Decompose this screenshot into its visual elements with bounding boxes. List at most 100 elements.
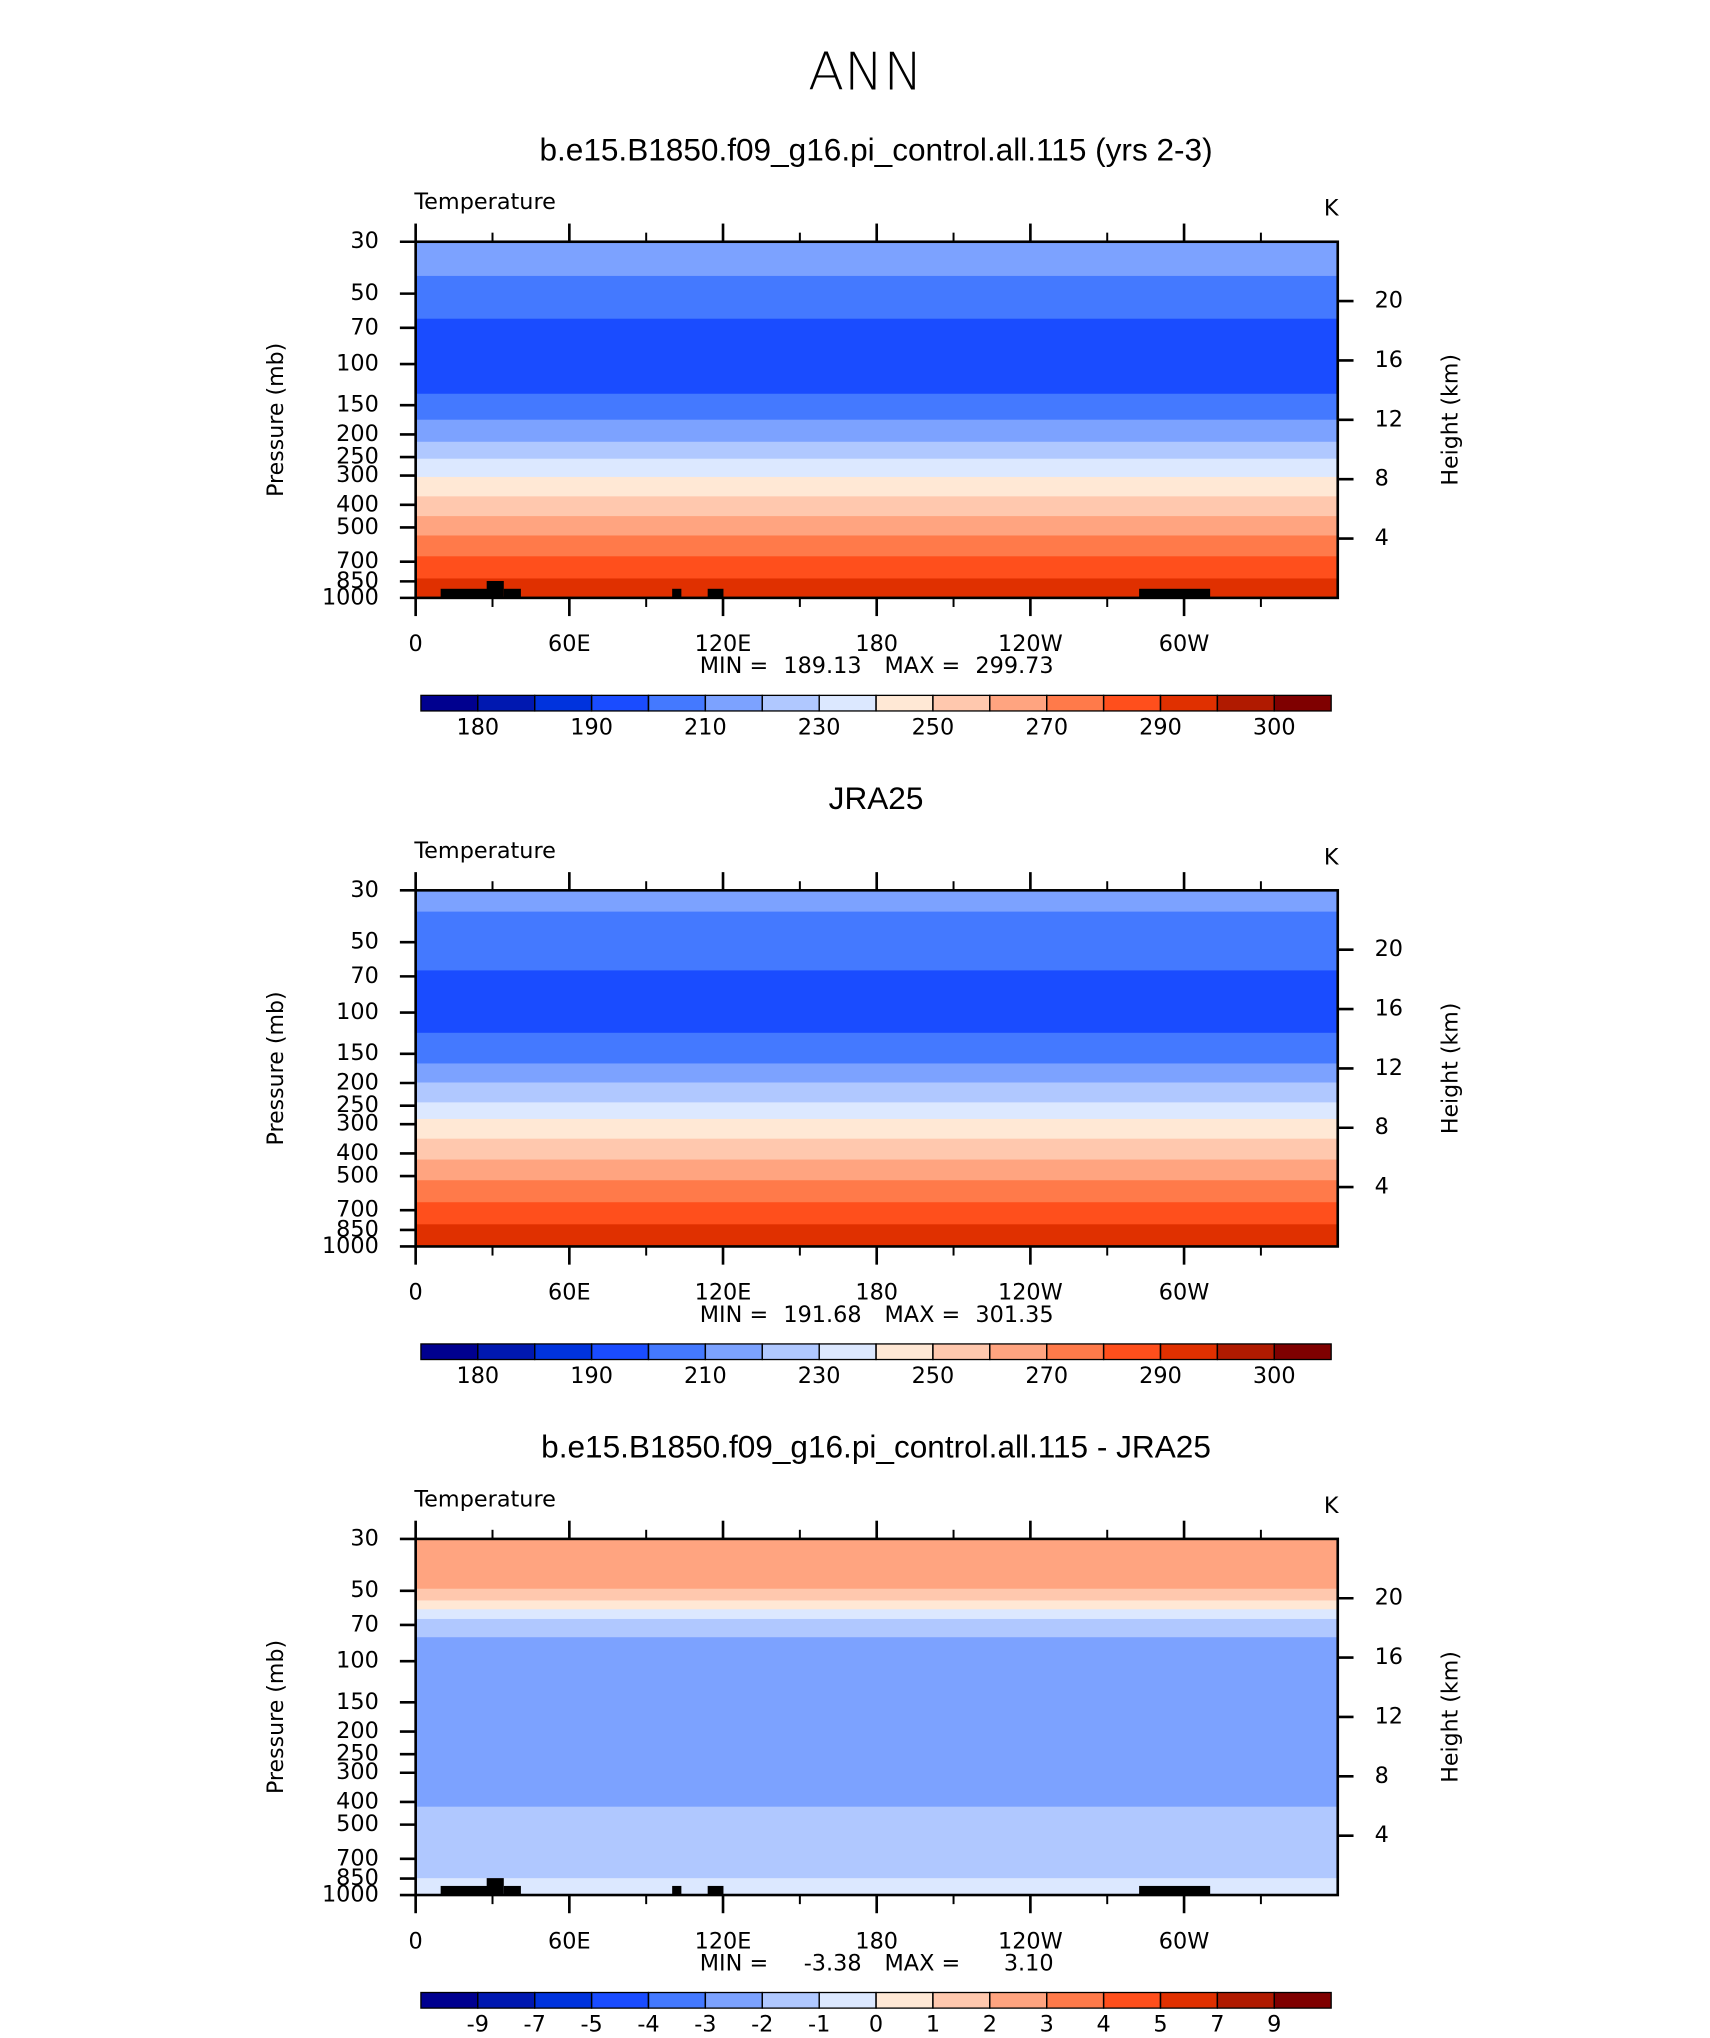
- y-tick-label: 30: [350, 877, 378, 903]
- colorbar-box: [875, 694, 934, 712]
- colorbar-label: -9: [467, 2012, 489, 2038]
- colorbar-box: [590, 1343, 650, 1361]
- land-mask: [1139, 1885, 1211, 1896]
- contour-band: [415, 1538, 1338, 1590]
- min-text: MIN =: [700, 1302, 768, 1328]
- x-tick-label: 60W: [1159, 631, 1210, 657]
- colorbar-box: [1102, 1343, 1162, 1361]
- colorbar-box: [818, 1343, 877, 1361]
- colorbar-box: [1102, 694, 1162, 712]
- y2-tick-label: 16: [1375, 1644, 1403, 1670]
- y-tick-label: 200: [336, 421, 379, 447]
- colorbar-box: [1159, 1343, 1219, 1361]
- colorbar-label: 1: [926, 2012, 940, 2038]
- y-tick-label: 700: [336, 1845, 379, 1871]
- colorbar-box: [590, 694, 650, 712]
- panel-title: JRA25: [829, 781, 924, 816]
- x-tick-label: 0: [409, 1280, 423, 1306]
- colorbar-label: -7: [524, 2012, 546, 2038]
- colorbar-box: [534, 1991, 593, 2009]
- colorbar-label: -4: [637, 2012, 659, 2038]
- contour-band: [415, 516, 1338, 537]
- y2-tick-label: 4: [1375, 1822, 1389, 1848]
- panel-title: b.e15.B1850.f09_g16.pi_control.all.115 (…: [539, 132, 1212, 167]
- contour-band: [415, 1224, 1338, 1248]
- y-tick-label: 100: [336, 351, 379, 377]
- colorbar-label: 5: [1153, 2012, 1167, 2038]
- colorbar-box: [818, 1991, 877, 2009]
- colorbar-box: [932, 1343, 991, 1361]
- contour-band: [415, 1618, 1338, 1638]
- colorbar-label: 300: [1253, 714, 1296, 740]
- contour-band: [415, 1588, 1338, 1602]
- colorbar-label: 180: [456, 714, 499, 740]
- y-tick-label: 30: [350, 228, 378, 254]
- y-tick-label: 400: [336, 491, 379, 517]
- land-mask: [503, 588, 521, 598]
- y-tick-label: 50: [350, 1577, 378, 1603]
- colorbar-label: 250: [912, 1363, 955, 1389]
- colorbar-label: 190: [570, 714, 613, 740]
- subtitle: Temperature: [413, 1486, 556, 1512]
- colorbar-label: 180: [456, 1363, 499, 1389]
- max-text: MAX =: [885, 1302, 961, 1328]
- contour-band: [415, 1118, 1338, 1140]
- y2-tick-label: 20: [1375, 288, 1403, 314]
- land-mask: [503, 1885, 521, 1896]
- x-tick-label: 0: [409, 1928, 423, 1954]
- land-mask: [707, 588, 724, 598]
- colorbar-box: [1216, 1343, 1275, 1361]
- y-tick-label: 300: [336, 1111, 379, 1137]
- contour-band: [415, 578, 1338, 599]
- colorbar-box: [534, 694, 593, 712]
- colorbar-box: [1216, 694, 1275, 712]
- y-tick-label: 70: [350, 314, 378, 340]
- y-tick-label: 50: [350, 280, 378, 306]
- min-value: -3.38: [804, 1950, 862, 1976]
- y-tick-label: 400: [336, 1140, 379, 1166]
- max-value: 3.10: [1004, 1950, 1054, 1976]
- y-tick-label: 850: [336, 1865, 379, 1891]
- colorbar-label: -5: [580, 2012, 602, 2038]
- colorbar-box: [875, 1343, 934, 1361]
- figure-title: ANN: [808, 42, 923, 103]
- min-value: 189.13: [783, 653, 861, 679]
- colorbar-label: 300: [1253, 1363, 1296, 1389]
- colorbar-box: [989, 694, 1048, 712]
- y-tick-label: 700: [336, 1197, 379, 1223]
- colorbar-box: [420, 1343, 479, 1361]
- y-tick-label: 70: [350, 1612, 378, 1638]
- contour-band: [415, 535, 1338, 557]
- x-tick-label: 120W: [998, 1928, 1063, 1954]
- land-mask: [1139, 588, 1211, 598]
- subtitle: Temperature: [413, 838, 556, 864]
- max-value: 301.35: [975, 1302, 1053, 1328]
- x-tick-label: 120E: [695, 631, 752, 657]
- contour-band: [415, 911, 1338, 972]
- colorbar-box: [420, 1991, 479, 2009]
- colorbar-box: [1159, 694, 1219, 712]
- y-tick-label: 300: [336, 1759, 379, 1785]
- colorbar-box: [1273, 694, 1332, 712]
- colorbar-box: [647, 694, 707, 712]
- colorbar-box: [1216, 1991, 1275, 2009]
- contour-band: [415, 1609, 1338, 1620]
- y2-tick-label: 20: [1375, 936, 1403, 962]
- colorbar-box: [704, 1991, 763, 2009]
- x-tick-label: 120E: [695, 1928, 752, 1954]
- colorbar-label: 0: [869, 2012, 883, 2038]
- y-tick-label: 70: [350, 963, 378, 989]
- min-text: MIN =: [700, 1950, 768, 1976]
- land-mask: [672, 588, 682, 598]
- y2-tick-label: 4: [1375, 525, 1389, 551]
- colorbar-label: 210: [684, 714, 727, 740]
- colorbar-box: [534, 1343, 593, 1361]
- colorbar-label: 270: [1025, 714, 1068, 740]
- colorbar-box: [761, 1991, 820, 2009]
- y2-tick-label: 12: [1375, 1704, 1403, 1730]
- colorbar-box: [420, 694, 479, 712]
- y2-tick-label: 8: [1375, 466, 1389, 492]
- contour-band: [415, 1063, 1338, 1084]
- colorbar-box: [875, 1991, 934, 2009]
- x-tick-label: 180: [855, 1928, 898, 1954]
